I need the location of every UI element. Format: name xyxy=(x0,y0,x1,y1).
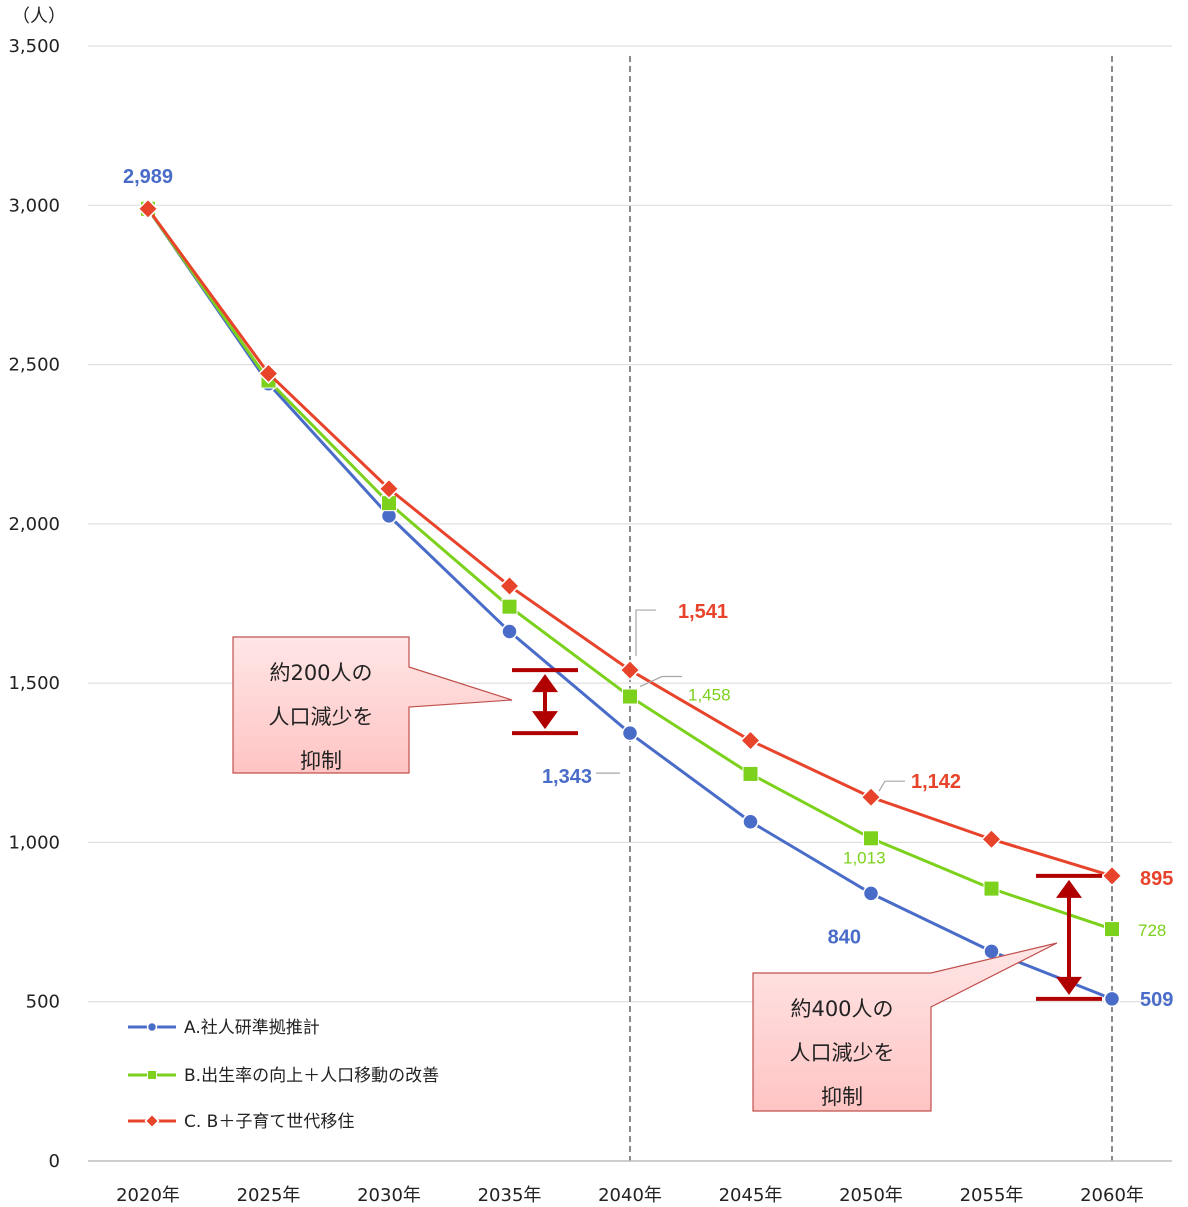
y-tick-label: 2,000 xyxy=(8,514,60,535)
callout-text: 抑制 xyxy=(821,1085,863,1109)
data-point xyxy=(863,830,879,847)
series-1 xyxy=(140,200,1120,938)
legend-item: B.出生率の向上＋人口移動の改善 xyxy=(128,1066,439,1086)
data-labels: 2,989 1,343 840 509 1,458 1,013 728 1,541 1,142 8… xyxy=(123,166,1173,1011)
data-point xyxy=(621,724,639,742)
x-tick-label: 2055年 xyxy=(960,1185,1024,1206)
data-point xyxy=(983,943,1000,960)
arrow-head-down xyxy=(532,711,558,730)
data-point xyxy=(257,362,280,385)
y-tick-label: 0 xyxy=(49,1151,60,1172)
data-point xyxy=(501,623,518,640)
callout-text: 人口減少を xyxy=(790,1041,895,1065)
data-point xyxy=(739,729,762,752)
x-tick-label: 2050年 xyxy=(839,1185,903,1206)
callout-text: 抑制 xyxy=(300,749,342,773)
difference-brackets xyxy=(512,668,1102,1001)
data-label: 509 xyxy=(1140,989,1173,1011)
data-label: 1,458 xyxy=(688,686,731,705)
x-tick-label: 2045年 xyxy=(719,1185,783,1206)
data-point xyxy=(619,659,641,681)
y-tick-label: 2,500 xyxy=(8,355,60,376)
data-point xyxy=(137,198,159,220)
data-label: 728 xyxy=(1138,921,1166,940)
arrow-head-up xyxy=(1056,879,1082,898)
series-lines xyxy=(137,198,1123,1008)
y-tick-label: 500 xyxy=(26,992,60,1013)
y-tick-label: 1,500 xyxy=(8,673,60,694)
label-leader-line xyxy=(878,780,905,792)
y-axis-unit-label: （人） xyxy=(12,6,66,27)
y-tick-label: 1,000 xyxy=(8,832,60,853)
data-point xyxy=(498,575,521,597)
difference-bracket xyxy=(512,668,578,736)
legend: A.社人研準拠推計 B.出生率の向上＋人口移動の改善 C. B＋子育て世代移住 xyxy=(128,1018,439,1132)
data-label: 895 xyxy=(1140,868,1173,890)
data-label: 1,013 xyxy=(843,848,886,867)
data-point xyxy=(622,688,638,705)
data-point xyxy=(378,478,400,500)
data-point xyxy=(501,598,518,615)
callout-shape xyxy=(232,636,513,774)
x-tick-label: 2030年 xyxy=(357,1185,421,1206)
y-tick-label: 3,500 xyxy=(8,36,60,57)
data-point xyxy=(742,765,759,782)
data-label: 2,989 xyxy=(123,166,173,188)
series-0 xyxy=(139,200,1121,1008)
x-tick-label: 2035年 xyxy=(478,1185,542,1206)
x-tick-label: 2025年 xyxy=(237,1185,301,1206)
x-tick-label: 2020年 xyxy=(116,1185,180,1206)
difference-bracket xyxy=(1036,873,1102,1001)
data-point xyxy=(1101,865,1123,887)
data-point xyxy=(1103,990,1121,1008)
data-point xyxy=(983,880,1000,897)
data-label: 1,343 xyxy=(542,766,592,788)
legend-swatch-marker xyxy=(147,1070,157,1080)
x-axis-ticks: 2020年 2025年 2030年 2035年 2040年 2045年 2050年 2055年… xyxy=(116,1185,1144,1206)
label-leader-line xyxy=(639,675,682,688)
reference-lines xyxy=(629,56,1113,1161)
series-2 xyxy=(137,198,1123,887)
y-tick-label: 3,000 xyxy=(8,195,60,216)
x-tick-label: 2060年 xyxy=(1080,1185,1144,1206)
arrow-head-down xyxy=(1056,976,1082,995)
x-tick-label: 2040年 xyxy=(598,1185,662,1206)
legend-swatch-marker xyxy=(144,1113,160,1129)
legend-item: A.社人研準拠推計 xyxy=(128,1018,320,1038)
legend-label: A.社人研準拠推計 xyxy=(184,1018,320,1038)
data-point xyxy=(860,786,882,808)
data-point xyxy=(1104,921,1120,938)
data-label: 840 xyxy=(828,926,861,948)
label-leader-line xyxy=(635,609,656,657)
callout-text: 人口減少を xyxy=(269,705,374,729)
legend-item: C. B＋子育て世代移住 xyxy=(128,1112,354,1132)
data-label: 1,142 xyxy=(911,771,961,793)
legend-label: C. B＋子育て世代移住 xyxy=(184,1112,354,1132)
callout-text: 約200人の xyxy=(269,661,372,685)
legend-swatch-marker xyxy=(146,1021,158,1033)
callout-text: 約400人の xyxy=(790,997,893,1021)
data-point xyxy=(862,885,880,902)
callout-shape xyxy=(752,942,1058,1112)
data-point xyxy=(742,813,759,830)
arrow-head-up xyxy=(532,674,558,693)
data-label: 1,541 xyxy=(678,601,728,623)
y-axis-ticks: 0 500 1,000 1,500 2,000 2,500 3,000 3,500 xyxy=(8,36,60,1172)
data-point xyxy=(980,828,1003,850)
legend-label: B.出生率の向上＋人口移動の改善 xyxy=(184,1066,439,1086)
